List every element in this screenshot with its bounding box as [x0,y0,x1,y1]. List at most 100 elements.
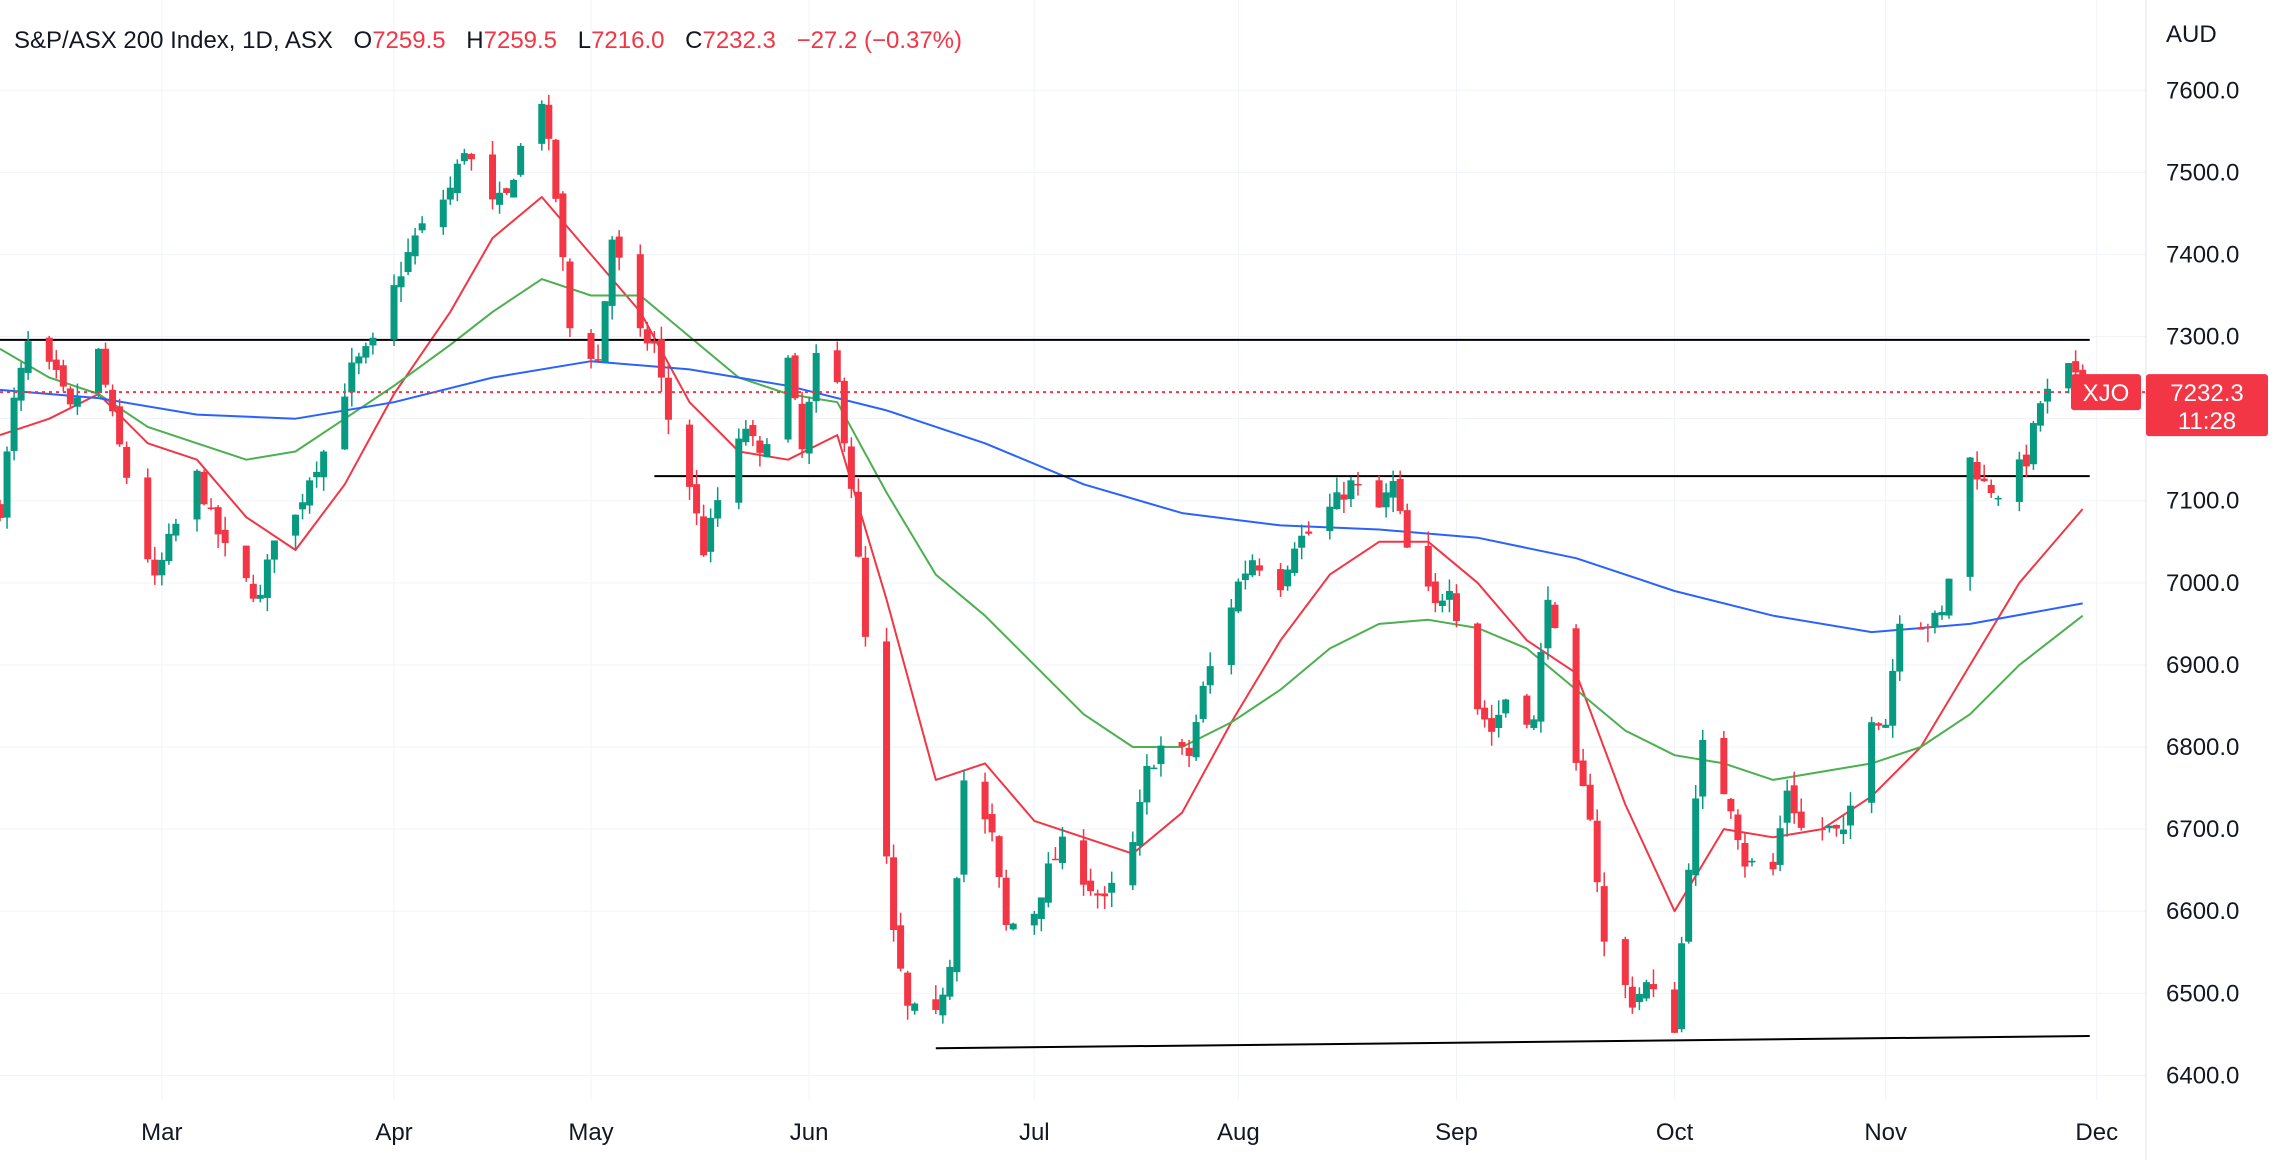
candle-body [1058,836,1066,863]
candle-body [348,362,356,393]
candle-body [1277,569,1285,591]
candle [1382,483,1390,518]
candle [1692,784,1700,886]
y-tick-label: 7000.0 [2166,570,2239,597]
candle-body [0,504,4,518]
candle-body [3,451,11,518]
candle [1973,451,1981,490]
candle [1896,615,1904,681]
candle-body [313,471,321,478]
candle-body [411,235,419,257]
candle [355,352,363,375]
candle [1192,714,1200,761]
candle [1727,798,1735,819]
y-tick-label: 6900.0 [2166,652,2239,679]
candle-body [467,153,475,160]
candle [1748,858,1756,867]
candle [1572,624,1580,771]
candle-body [1087,880,1095,892]
candle [1642,979,1650,1002]
candle [1579,748,1587,787]
candle [1044,852,1052,908]
candle-body [1241,573,1249,581]
candle [707,508,715,563]
candle [939,987,947,1024]
y-tick-label: 6500.0 [2166,980,2239,1007]
candle [390,274,398,346]
candle-body [1143,765,1151,803]
candle-body [362,346,370,358]
candle-body [960,780,968,875]
candle [1157,736,1165,777]
candle [1178,738,1186,755]
candle [946,959,954,1001]
candle-body [1002,877,1010,925]
candle [798,391,806,458]
x-tick-label: Dec [2075,1119,2118,1146]
candle-body [1192,722,1200,758]
candle [517,143,525,177]
candle-body [1783,790,1791,823]
candle [904,970,912,1020]
price-tag-value: 7232.3 [2170,380,2243,407]
candle-body [1790,785,1798,814]
candle [1720,731,1728,795]
candle [1051,847,1059,861]
candle-body [1044,863,1052,903]
candle-body [341,396,349,450]
candle [1284,565,1292,591]
candle [45,335,53,370]
candle-body [566,261,574,329]
candle [496,181,504,214]
candle [214,505,222,548]
x-tick-label: May [568,1119,613,1146]
candle-body [517,145,525,175]
time-axis-ticks: Mar Apr May Jun Jul Aug Sep Oct Nov Dec [141,1119,2118,1146]
candle-body [1825,825,1833,829]
candle-body [1832,824,1840,829]
candle-body [1502,699,1510,714]
candle [1699,729,1707,809]
candle-body [172,523,180,536]
candle [348,347,356,407]
legend-open-label: O [354,27,373,54]
candle-body [742,428,750,443]
candle-body [657,339,665,378]
candle [1234,578,1242,614]
candle [2036,401,2044,432]
candle [883,627,891,864]
candle-body [1685,869,1693,942]
candle-body [840,380,848,444]
candle-body [52,359,60,370]
candle-body [1030,913,1038,926]
candle-body [636,254,644,329]
candle-body [608,239,616,306]
candle [1551,602,1559,629]
candle [1945,578,1953,619]
legend-low-value: 7216.0 [591,27,664,54]
candle [1488,704,1496,746]
candle [1326,493,1334,540]
candle [1150,764,1158,770]
candle-body [2029,423,2037,465]
candle [1495,700,1503,738]
candle-body [883,641,891,857]
candle [249,574,257,603]
series-line-ema-fast [0,196,2084,913]
candle [2022,444,2030,478]
candle-body [756,440,764,453]
candle [151,546,159,585]
candle [714,487,722,527]
candle [1931,610,1939,634]
axes: AUD [2145,0,2217,1160]
candle [763,438,771,458]
candle-body [1452,593,1460,622]
legend-change: −27.2 (−0.37%) [797,27,962,54]
candle [897,912,905,972]
candle-body [1882,724,1890,728]
candle-body [995,836,1003,877]
legend-low-label: L [578,27,591,54]
candle [1530,715,1538,731]
